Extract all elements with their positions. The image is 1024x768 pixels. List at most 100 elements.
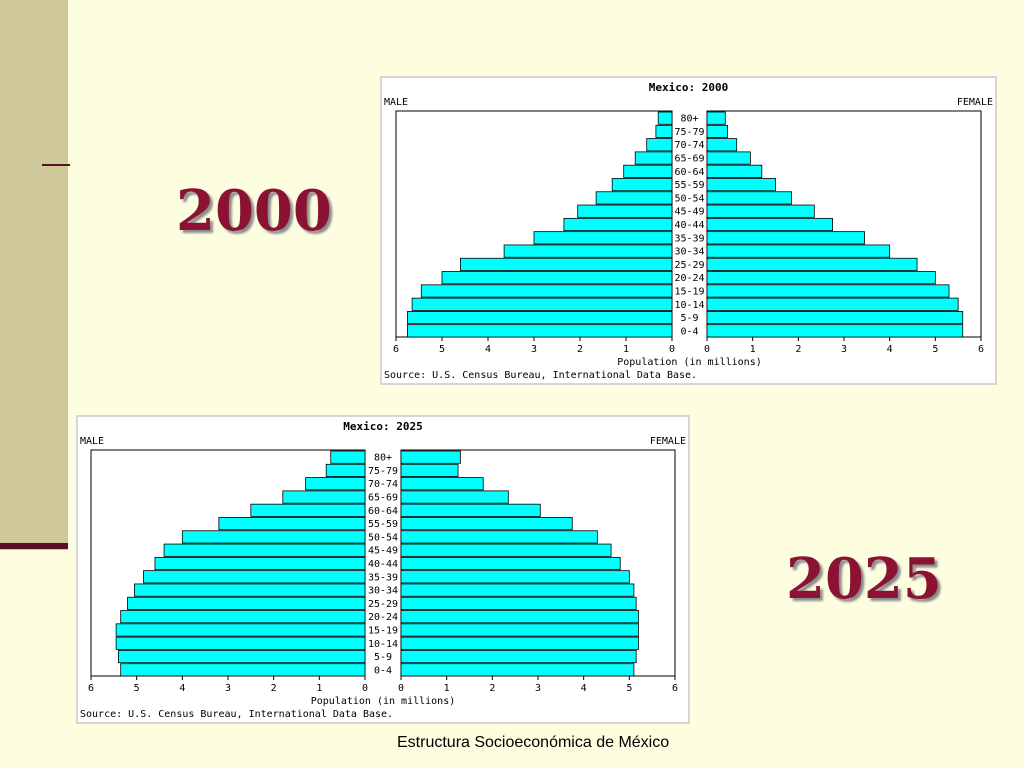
female-bar (400, 517, 573, 531)
female-bar (706, 124, 728, 138)
age-group-label: 15-19 (674, 286, 704, 297)
age-group-label: 45-49 (674, 207, 704, 218)
age-group-label: 20-24 (368, 612, 398, 623)
x-tick-label: 0 (398, 683, 404, 694)
male-bar (133, 583, 366, 597)
female-bar (706, 138, 738, 152)
x-tick-label: 5 (134, 683, 140, 694)
male-label: MALE (80, 436, 104, 447)
x-tick-label: 1 (444, 683, 450, 694)
male-bar (577, 204, 673, 218)
source-note: Source: U.S. Census Bureau, Internationa… (80, 709, 393, 720)
age-group-label: 55-59 (368, 519, 398, 530)
x-tick-label: 6 (672, 683, 678, 694)
age-group-label: 25-29 (368, 599, 398, 610)
male-bar (407, 311, 673, 325)
pyramid-chart-2000: Mexico: 2000 MALE FEMALE 80+ 75-79 70-74 65-69… (380, 76, 997, 385)
x-tick-label: 2 (489, 683, 495, 694)
female-bar (400, 650, 637, 664)
female-bar (706, 164, 763, 178)
female-bar (400, 450, 461, 464)
chart-title: Mexico: 2000 (649, 81, 728, 94)
age-group-label: 75-79 (368, 466, 398, 477)
slide-footer: Estructura Socioeconómica de México (397, 734, 670, 751)
x-tick-label: 3 (841, 344, 847, 355)
female-label: FEMALE (650, 436, 686, 447)
male-bar (420, 284, 673, 298)
male-bar (143, 570, 366, 584)
male-bar (460, 257, 673, 271)
female-bar (706, 324, 964, 338)
female-bar (706, 311, 964, 325)
male-bar (154, 556, 366, 571)
age-group-label: 30-34 (368, 586, 398, 597)
source-note: Source: U.S. Census Bureau, Internationa… (384, 370, 697, 381)
male-bar (563, 217, 673, 232)
pyramid-chart-2025: Mexico: 2025 MALE FEMALE 80+ 75-79 70-74 65-69… (76, 415, 690, 724)
x-tick-label: 2 (795, 344, 801, 355)
female-bar (706, 204, 815, 218)
age-group-label: 15-19 (368, 625, 398, 636)
age-group-label: 70-74 (368, 479, 398, 490)
x-tick-label: 4 (485, 344, 491, 355)
accent-line (42, 164, 70, 166)
x-tick-label: 3 (531, 344, 537, 355)
chart-title: Mexico: 2025 (343, 420, 422, 433)
male-bar (623, 164, 673, 178)
x-tick-label: 4 (581, 683, 587, 694)
age-group-label: 75-79 (674, 127, 704, 138)
age-group-label: 0-4 (680, 326, 698, 337)
female-bar (706, 111, 726, 125)
male-bar (163, 543, 366, 557)
male-bar (120, 663, 366, 677)
female-bar (400, 543, 612, 557)
x-tick-label: 6 (393, 344, 399, 355)
female-bar (400, 503, 541, 517)
age-group-label: 10-14 (368, 639, 398, 650)
age-group-label: 5-9 (374, 652, 392, 663)
female-bar (400, 463, 459, 477)
age-group-label: 50-54 (674, 193, 704, 204)
female-bar (400, 570, 630, 584)
x-tick-label: 3 (535, 683, 541, 694)
age-group-label: 65-69 (368, 493, 398, 504)
age-group-label: 65-69 (674, 154, 704, 165)
x-tick-label: 0 (362, 683, 368, 694)
x-axis-label: Population (in millions) (617, 357, 762, 368)
male-bar (657, 111, 673, 125)
year-label-2000: 2000 (176, 178, 332, 244)
female-bar (400, 623, 639, 637)
pyramid-chart-2000-svg: Mexico: 2000 MALE FEMALE 80+ 75-79 70-74 65-69… (384, 81, 993, 381)
year-label-2025: 2025 (786, 546, 942, 612)
male-bar (325, 463, 366, 477)
age-group-label: 35-39 (674, 233, 704, 244)
x-tick-label: 5 (932, 344, 938, 355)
female-bar (400, 490, 509, 504)
female-bar (706, 284, 950, 298)
male-bar (115, 636, 366, 650)
female-bar (400, 477, 484, 491)
male-bar (181, 530, 366, 544)
x-tick-label: 5 (439, 344, 445, 355)
age-group-label: 45-49 (368, 546, 398, 557)
male-bar (611, 178, 673, 192)
male-bar (305, 477, 366, 491)
male-bar (646, 138, 673, 152)
age-group-label: 80+ (374, 453, 392, 464)
male-bar (118, 650, 366, 664)
male-bar (115, 623, 366, 637)
female-bar (400, 530, 598, 544)
female-bar (706, 191, 792, 205)
female-bar (400, 583, 635, 597)
age-group-label: 55-59 (674, 180, 704, 191)
x-tick-label: 2 (577, 344, 583, 355)
male-bar (655, 124, 673, 138)
female-bar (706, 297, 959, 311)
age-group-label: 25-29 (674, 260, 704, 271)
age-group-label: 80+ (680, 114, 698, 125)
age-group-label: 10-14 (674, 300, 704, 311)
age-group-label: 50-54 (368, 532, 398, 543)
female-bar (400, 636, 639, 650)
x-tick-label: 4 (887, 344, 893, 355)
age-group-label: 20-24 (674, 273, 704, 284)
